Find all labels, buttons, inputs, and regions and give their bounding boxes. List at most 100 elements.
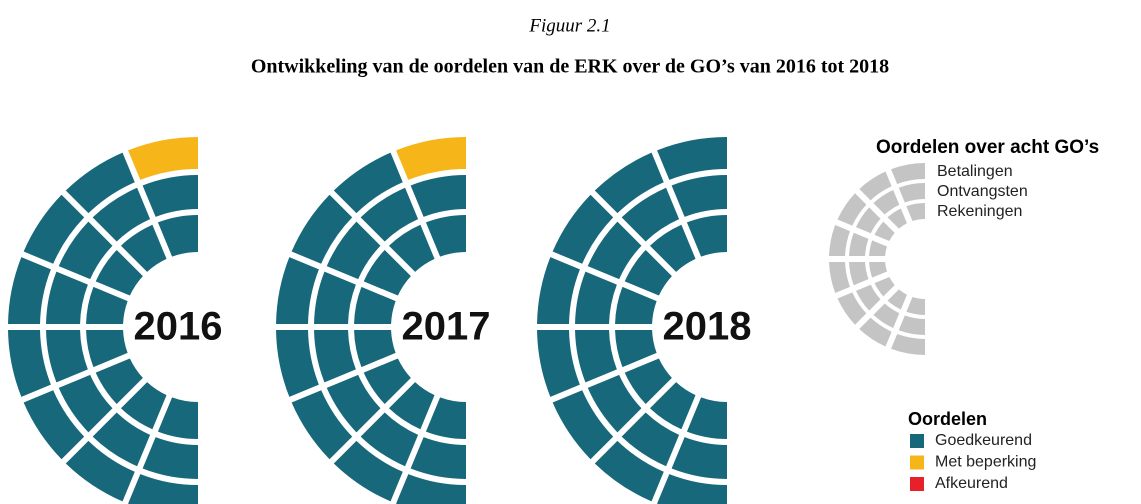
segment	[425, 215, 466, 257]
segment	[86, 286, 128, 325]
segment	[624, 358, 672, 405]
key-segment	[855, 284, 881, 311]
legend-label: Afkeurend	[935, 475, 1008, 492]
key-segment	[898, 183, 925, 203]
segment	[95, 358, 143, 405]
segment	[354, 286, 396, 325]
segment	[92, 412, 151, 467]
key-segment	[859, 317, 892, 347]
year-label: 2017	[402, 305, 491, 349]
segment	[120, 382, 167, 430]
segment	[552, 390, 614, 460]
segment	[410, 175, 466, 217]
legend-label: Met beperking	[935, 454, 1036, 471]
segment	[120, 224, 167, 272]
key-segment	[874, 277, 895, 297]
key-segment	[873, 303, 900, 329]
key-segment	[859, 171, 892, 201]
key-segment	[829, 225, 850, 257]
segment	[621, 412, 680, 467]
segment	[621, 187, 680, 242]
legend-swatch	[910, 477, 924, 491]
segment	[23, 390, 85, 460]
segment	[388, 382, 435, 430]
key-segment	[891, 163, 925, 184]
segment	[552, 194, 614, 264]
key-segment	[873, 189, 900, 215]
key-ring-label: Rekeningen	[937, 203, 1022, 220]
segment	[326, 221, 381, 280]
segment	[23, 194, 85, 264]
segment	[128, 137, 198, 180]
segment	[276, 257, 319, 325]
key-title: Oordelen over acht GO’s	[876, 137, 1099, 158]
segment	[326, 374, 381, 433]
segment	[8, 257, 51, 325]
key-segment	[898, 315, 925, 335]
segment	[276, 329, 319, 397]
segment	[686, 397, 727, 439]
segment	[575, 329, 617, 383]
segment	[314, 271, 356, 325]
segment	[388, 224, 435, 272]
segment	[624, 249, 672, 296]
segment	[363, 249, 411, 296]
segment	[142, 437, 198, 479]
segment	[46, 271, 88, 325]
segment	[65, 440, 135, 502]
key-ring-label: Betalingen	[937, 163, 1013, 180]
key-segment	[869, 261, 888, 278]
key-ring-label: Ontvangsten	[937, 183, 1028, 200]
segment	[157, 397, 198, 439]
legend-swatch	[910, 434, 924, 448]
segment	[128, 474, 198, 504]
segment	[363, 358, 411, 405]
segment	[425, 397, 466, 439]
legend-label: Goedkeurend	[935, 432, 1032, 449]
segment	[142, 175, 198, 217]
year-label: 2016	[134, 305, 223, 349]
segment	[396, 474, 466, 504]
segment	[333, 152, 403, 214]
segment	[671, 437, 727, 479]
segment	[58, 221, 113, 280]
segment	[8, 329, 51, 397]
segment	[587, 221, 642, 280]
key-segment	[837, 193, 867, 226]
key-segment	[891, 334, 925, 355]
legend-swatch	[910, 455, 924, 470]
segment	[360, 412, 419, 467]
segment	[333, 440, 403, 502]
figure-number: Figuur 2.1	[528, 15, 610, 36]
key-segment	[906, 296, 925, 315]
figure-title: Ontwikkeling van de oordelen van de ERK …	[251, 56, 889, 78]
legend-title: Oordelen	[908, 409, 987, 429]
segment	[410, 437, 466, 479]
segment	[396, 137, 466, 180]
key-segment	[869, 240, 888, 257]
segment	[649, 382, 696, 430]
segment	[157, 215, 198, 257]
year-label: 2018	[663, 305, 752, 349]
segment	[354, 329, 396, 368]
segment	[615, 329, 657, 368]
segment	[86, 329, 128, 368]
segment	[575, 271, 617, 325]
segment	[594, 440, 664, 502]
segment	[58, 374, 113, 433]
segment	[46, 329, 88, 383]
key-segment	[855, 207, 881, 234]
segment	[657, 474, 727, 504]
segment	[587, 374, 642, 433]
segment	[92, 187, 151, 242]
segment	[314, 329, 356, 383]
segment	[360, 187, 419, 242]
segment	[291, 194, 353, 264]
segment	[537, 257, 580, 325]
segment	[291, 390, 353, 460]
segment	[65, 152, 135, 214]
segment	[649, 224, 696, 272]
segment	[95, 249, 143, 296]
key-segment	[887, 208, 907, 229]
